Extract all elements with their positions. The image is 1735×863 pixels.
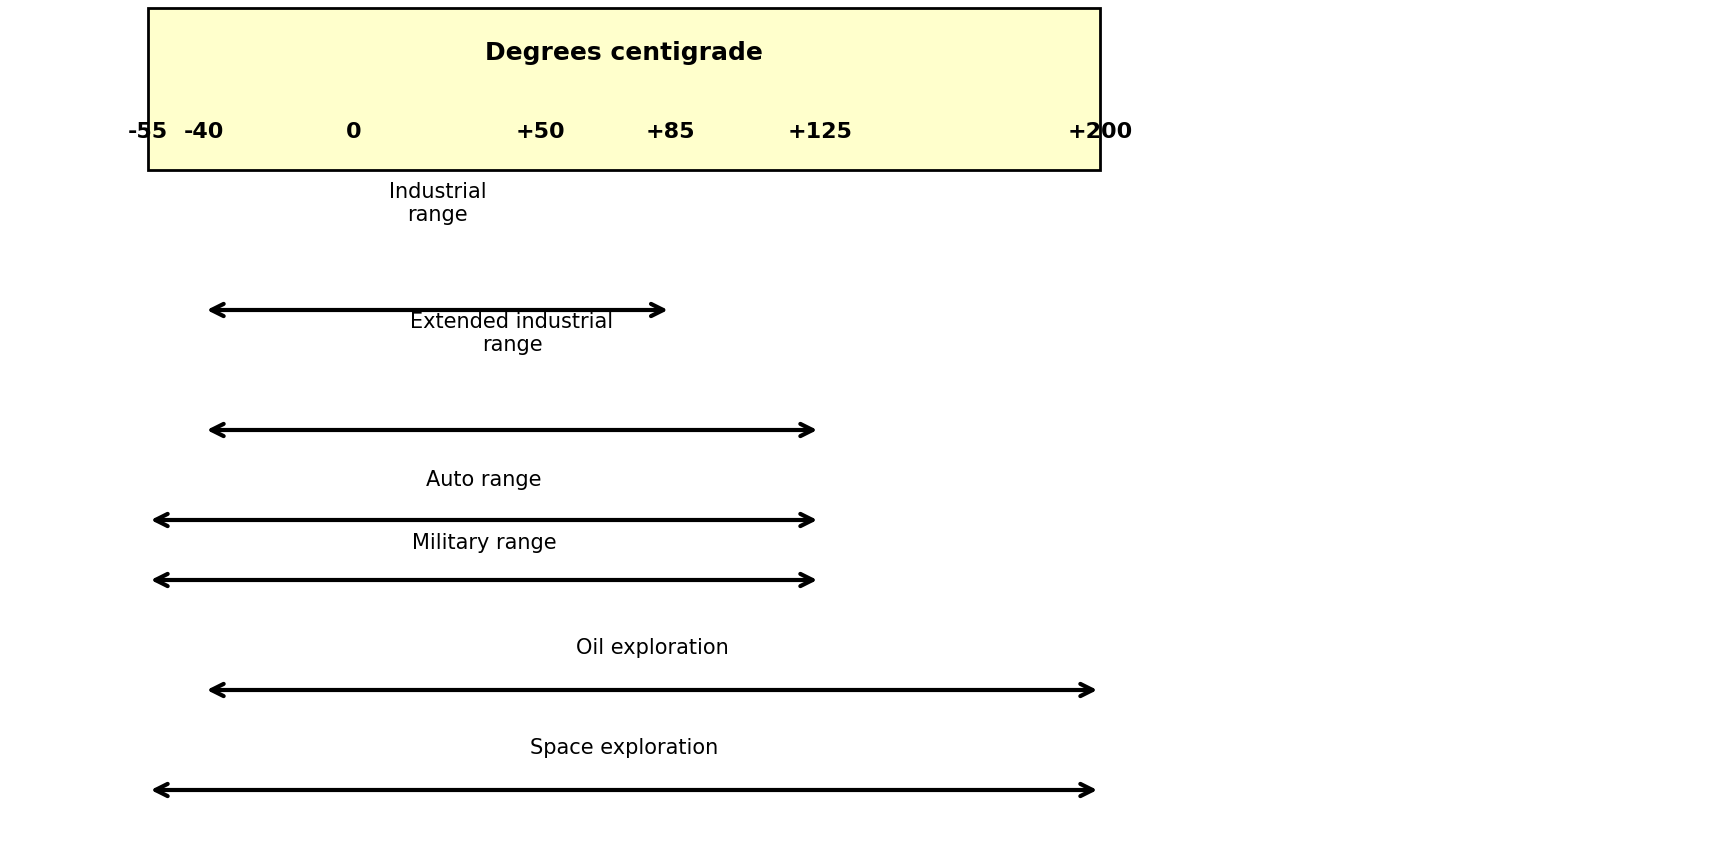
- Text: Extended industrial
range: Extended industrial range: [411, 312, 614, 355]
- Text: +125: +125: [788, 122, 852, 142]
- Text: +50: +50: [515, 122, 566, 142]
- Text: Degrees centigrade: Degrees centigrade: [486, 41, 763, 66]
- Bar: [147, 8, 1100, 170]
- Text: -40: -40: [184, 122, 224, 142]
- Text: +200: +200: [1067, 122, 1133, 142]
- Text: +85: +85: [645, 122, 696, 142]
- Text: Oil exploration: Oil exploration: [576, 638, 729, 658]
- Text: Industrial
range: Industrial range: [389, 182, 486, 225]
- Text: 0: 0: [345, 122, 361, 142]
- Text: Military range: Military range: [411, 533, 557, 553]
- Text: -55: -55: [128, 122, 168, 142]
- Text: Auto range: Auto range: [427, 470, 541, 490]
- Text: Space exploration: Space exploration: [529, 738, 718, 758]
